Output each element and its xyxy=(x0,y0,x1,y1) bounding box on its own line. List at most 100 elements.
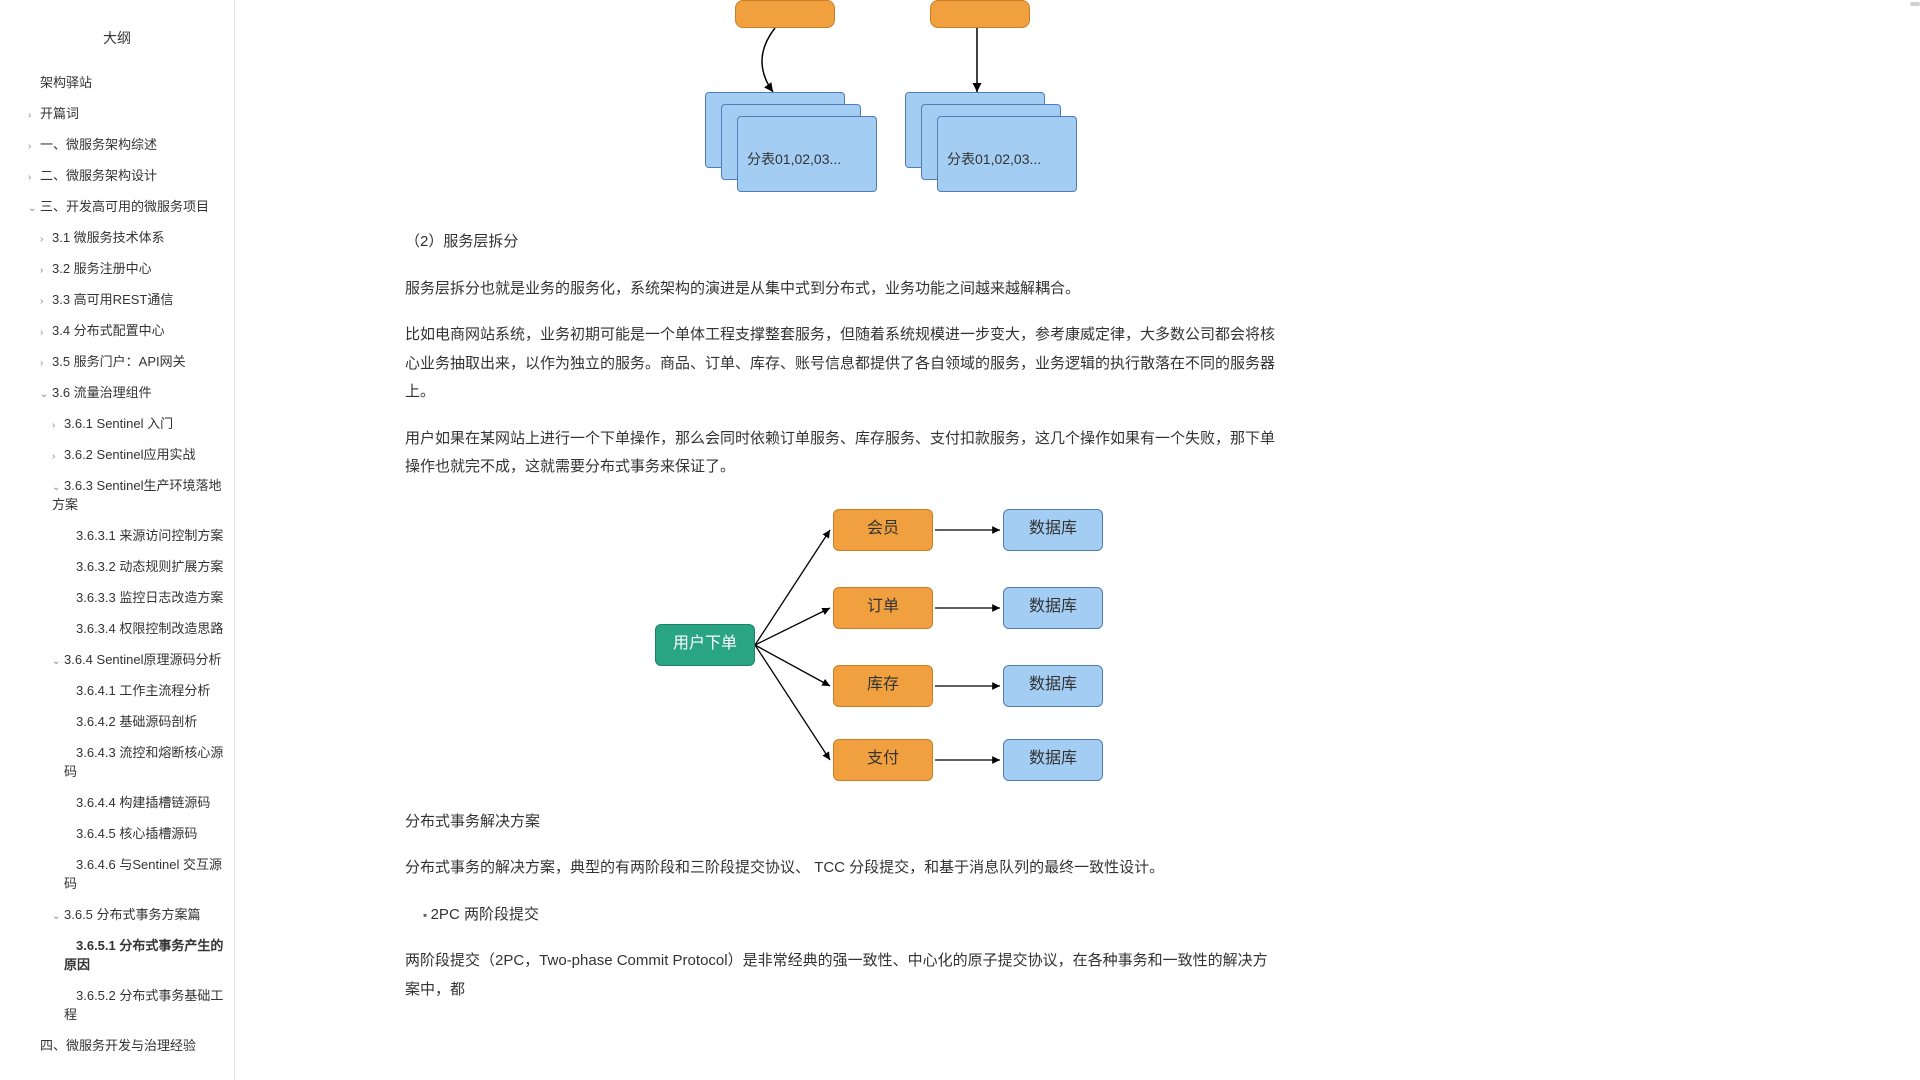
paragraph: 用户如果在某网站上进行一个下单操作，那么会同时依赖订单服务、库存服务、支付扣款服… xyxy=(405,425,1275,482)
toc-label: 3.6.2 Sentinel应用实战 xyxy=(64,447,196,462)
toc-label: 3.6.3.3 监控日志改造方案 xyxy=(76,590,223,605)
toc-item[interactable]: 3.6.3.2 动态规则扩展方案 xyxy=(28,550,234,581)
table-label-1: 分表01,02,03... xyxy=(747,146,841,173)
table-stack-1: 分表01,02,03... xyxy=(705,92,885,202)
toc-label: 开篇词 xyxy=(40,106,79,121)
flow-service-node: 库存 xyxy=(833,665,933,707)
toc-item[interactable]: ›3.1 微服务技术体系 xyxy=(28,221,234,252)
toc-label: 3.6.4.6 与Sentinel 交互源码 xyxy=(64,857,222,891)
toc-item[interactable]: ⌄3.6.4 Sentinel原理源码分析 xyxy=(28,643,234,674)
toc-label: 二、微服务架构设计 xyxy=(40,168,157,183)
flow-db-node: 数据库 xyxy=(1003,739,1103,781)
paragraph: 分布式事务的解决方案，典型的有两阶段和三阶段提交协议、 TCC 分段提交，和基于… xyxy=(405,854,1275,883)
toc-item[interactable]: 3.6.4.4 构建插槽链源码 xyxy=(28,786,234,817)
toc-label: 3.6.4.4 构建插槽链源码 xyxy=(76,795,210,810)
toc-label: 四、微服务开发与治理经验 xyxy=(40,1038,196,1053)
toc-label: 3.6.4 Sentinel原理源码分析 xyxy=(64,652,222,667)
flow-root-node: 用户下单 xyxy=(655,624,755,666)
paragraph: 比如电商网站系统，业务初期可能是一个单体工程支撑整套服务，但随着系统规模进一步变… xyxy=(405,321,1275,407)
toc-item[interactable]: ›3.5 服务门户：API网关 xyxy=(28,345,234,376)
toc-item[interactable]: ⌄3.6.3 Sentinel生产环境落地方案 xyxy=(28,469,234,519)
flow-db-node: 数据库 xyxy=(1003,587,1103,629)
toc-item[interactable]: 架构驿站 xyxy=(28,66,234,97)
chevron-down-icon: ⌄ xyxy=(52,482,64,493)
chevron-right-icon: › xyxy=(28,110,40,121)
main-content: 分表01,02,03... 分表01,02,03... （2）服务层拆分 服务层… xyxy=(235,0,1920,1080)
toc-label: 3.3 高可用REST通信 xyxy=(52,292,173,307)
paragraph: 两阶段提交（2PC，Two-phase Commit Protocol）是非常经… xyxy=(405,947,1275,1004)
toc-label: 3.6.3 Sentinel生产环境落地方案 xyxy=(52,478,222,512)
chevron-down-icon: ⌄ xyxy=(52,656,64,667)
toc-label: 3.6.5.2 分布式事务基础工程 xyxy=(64,988,223,1022)
paragraph: 服务层拆分也就是业务的服务化，系统架构的演进是从集中式到分布式，业务功能之间越来… xyxy=(405,275,1275,304)
toc-item[interactable]: ⌄3.6 流量治理组件 xyxy=(28,376,234,407)
chevron-right-icon: › xyxy=(28,172,40,183)
toc-item[interactable]: ›一、微服务架构综述 xyxy=(28,128,234,159)
chevron-right-icon: › xyxy=(52,451,64,462)
flow-db-node: 数据库 xyxy=(1003,665,1103,707)
chevron-down-icon: ⌄ xyxy=(28,203,40,214)
toc-item[interactable]: 四、微服务开发与治理经验 xyxy=(28,1029,234,1060)
toc-label: 3.6.5 分布式事务方案篇 xyxy=(64,907,201,922)
toc-item[interactable]: ⌄3.6.5 分布式事务方案篇 xyxy=(28,898,234,929)
table-label-2: 分表01,02,03... xyxy=(947,146,1041,173)
shard-source-1 xyxy=(735,0,835,28)
chevron-right-icon: › xyxy=(28,141,40,152)
table-stack-2: 分表01,02,03... xyxy=(905,92,1085,202)
toc-label: 3.2 服务注册中心 xyxy=(52,261,152,276)
toc-item[interactable]: 3.6.4.6 与Sentinel 交互源码 xyxy=(28,848,234,898)
toc-item[interactable]: 3.6.4.3 流控和熔断核心源码 xyxy=(28,736,234,786)
flow-service-node: 订单 xyxy=(833,587,933,629)
toc-item[interactable]: ›开篇词 xyxy=(28,97,234,128)
toc-item[interactable]: 3.6.3.3 监控日志改造方案 xyxy=(28,581,234,612)
toc-item[interactable]: 3.6.4.5 核心插槽源码 xyxy=(28,817,234,848)
flow-service-node: 支付 xyxy=(833,739,933,781)
toc-item[interactable]: ›3.4 分布式配置中心 xyxy=(28,314,234,345)
toc-label: 3.5 服务门户：API网关 xyxy=(52,354,186,369)
toc-label: 3.6.5.1 分布式事务产生的原因 xyxy=(64,938,223,972)
sharding-diagram: 分表01,02,03... 分表01,02,03... xyxy=(645,0,1345,210)
toc-label: 3.1 微服务技术体系 xyxy=(52,230,165,245)
shard-source-2 xyxy=(930,0,1030,28)
toc-label: 一、微服务架构综述 xyxy=(40,137,157,152)
toc-item[interactable]: 3.6.3.4 权限控制改造思路 xyxy=(28,612,234,643)
toc-label: 3.6.4.1 工作主流程分析 xyxy=(76,683,210,698)
bullet-item: 2PC 两阶段提交 xyxy=(423,901,1860,930)
toc-item[interactable]: 3.6.3.1 来源访问控制方案 xyxy=(28,519,234,550)
chevron-right-icon: › xyxy=(52,420,64,431)
chevron-right-icon: › xyxy=(40,327,52,338)
toc-label: 3.6.4.3 流控和熔断核心源码 xyxy=(64,745,223,779)
toc-item[interactable]: ›3.3 高可用REST通信 xyxy=(28,283,234,314)
toc-label: 3.6.3.1 来源访问控制方案 xyxy=(76,528,223,543)
toc-list: 架构驿站›开篇词›一、微服务架构综述›二、微服务架构设计⌄三、开发高可用的微服务… xyxy=(0,66,234,1060)
chevron-right-icon: › xyxy=(40,265,52,276)
toc-label: 3.6.4.2 基础源码剖析 xyxy=(76,714,197,729)
toc-item[interactable]: ›二、微服务架构设计 xyxy=(28,159,234,190)
toc-item[interactable]: ›3.6.2 Sentinel应用实战 xyxy=(28,438,234,469)
chevron-down-icon: ⌄ xyxy=(52,911,64,922)
toc-item[interactable]: ›3.2 服务注册中心 xyxy=(28,252,234,283)
toc-label: 3.6.3.4 权限控制改造思路 xyxy=(76,621,223,636)
toc-item[interactable]: ›3.6.1 Sentinel 入门 xyxy=(28,407,234,438)
toc-item[interactable]: 3.6.5.2 分布式事务基础工程 xyxy=(28,979,234,1029)
chevron-right-icon: › xyxy=(40,358,52,369)
chevron-down-icon: ⌄ xyxy=(40,389,52,400)
toc-item[interactable]: 3.6.5.1 分布式事务产生的原因 xyxy=(28,929,234,979)
toc-label: 3.4 分布式配置中心 xyxy=(52,323,165,338)
toc-label: 3.6.3.2 动态规则扩展方案 xyxy=(76,559,223,574)
chevron-right-icon: › xyxy=(40,296,52,307)
section-heading: 分布式事务解决方案 xyxy=(405,808,1275,837)
toc-label: 3.6 流量治理组件 xyxy=(52,385,152,400)
scrollbar[interactable] xyxy=(1910,0,1920,1080)
outline-sidebar: 大纲 架构驿站›开篇词›一、微服务架构综述›二、微服务架构设计⌄三、开发高可用的… xyxy=(0,0,235,1080)
toc-item[interactable]: ⌄三、开发高可用的微服务项目 xyxy=(28,190,234,221)
toc-item[interactable]: 3.6.4.2 基础源码剖析 xyxy=(28,705,234,736)
toc-label: 3.6.4.5 核心插槽源码 xyxy=(76,826,197,841)
toc-label: 三、开发高可用的微服务项目 xyxy=(40,199,209,214)
sidebar-title: 大纲 xyxy=(0,20,234,66)
chevron-right-icon: › xyxy=(40,234,52,245)
section-heading: （2）服务层拆分 xyxy=(405,228,1275,257)
toc-label: 3.6.1 Sentinel 入门 xyxy=(64,416,173,431)
flow-db-node: 数据库 xyxy=(1003,509,1103,551)
toc-item[interactable]: 3.6.4.1 工作主流程分析 xyxy=(28,674,234,705)
